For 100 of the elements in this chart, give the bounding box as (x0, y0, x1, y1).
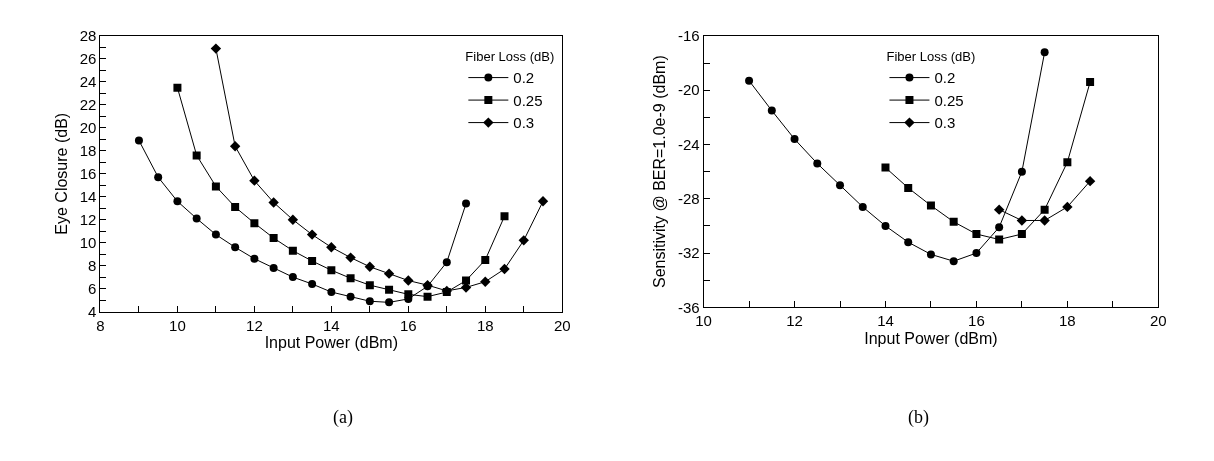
point (767, 106, 776, 115)
point (499, 263, 510, 275)
point (904, 183, 913, 192)
y-tick-label: 20 (79, 119, 97, 137)
point (210, 43, 222, 54)
point (385, 298, 394, 307)
point (480, 276, 491, 287)
point (1062, 201, 1073, 213)
legend-label: 0.3 (513, 114, 535, 132)
point (365, 297, 374, 306)
point (462, 199, 471, 208)
x-tick-label: 16 (968, 312, 985, 330)
point (269, 263, 278, 272)
x-tick-label: 10 (169, 316, 186, 334)
point (949, 217, 958, 226)
point (442, 258, 451, 267)
y-tick-label: 26 (79, 50, 97, 68)
x-tick-label: 18 (476, 316, 494, 334)
point (1016, 215, 1028, 226)
point (288, 246, 297, 255)
y-tick-label: 28 (79, 27, 97, 45)
legend-label: 0.2 (513, 69, 535, 87)
point (383, 268, 395, 279)
point (231, 203, 240, 212)
point (926, 250, 935, 259)
point (154, 173, 163, 182)
y-tick-label: 12 (79, 210, 97, 228)
point (1084, 175, 1096, 187)
point (926, 201, 935, 210)
y-tick-label: -28 (677, 190, 700, 208)
point (481, 255, 490, 264)
point (1017, 230, 1026, 239)
text: (b) (908, 407, 929, 428)
point (308, 280, 317, 288)
y-tick-label: 16 (79, 165, 97, 183)
legend-label: 0.25 (513, 91, 543, 109)
point (404, 290, 413, 299)
point (211, 182, 220, 191)
point (346, 274, 355, 283)
point (364, 261, 376, 272)
x-tick-label: 14 (323, 316, 340, 334)
x-tick-label: 14 (877, 312, 894, 330)
legend-title: Fiber Loss (dB) (465, 49, 555, 65)
point (881, 163, 890, 172)
point (813, 159, 822, 168)
point (1017, 167, 1026, 176)
point (904, 238, 913, 247)
point (345, 252, 356, 263)
legend-title: Fiber Loss (dB) (886, 49, 976, 65)
point (745, 76, 754, 85)
point (518, 235, 529, 246)
x-axis-title: Input Power (dBm) (264, 334, 399, 352)
y-tick-label: 22 (79, 96, 97, 114)
y-tick-label: 4 (88, 302, 97, 320)
point (250, 219, 259, 228)
y-tick-label: -24 (677, 135, 700, 153)
y-tick-label: -32 (677, 244, 700, 262)
point (306, 229, 318, 240)
point (972, 230, 981, 239)
point (972, 249, 981, 258)
point (134, 136, 143, 145)
y-tick-label: 6 (88, 279, 97, 297)
point (365, 281, 374, 290)
point (949, 257, 958, 266)
x-tick-label: 20 (553, 316, 571, 334)
text: (a) (333, 407, 353, 428)
point (288, 273, 297, 282)
x-tick-label: 12 (246, 316, 263, 334)
y-tick-label: 14 (79, 187, 97, 205)
point (403, 275, 414, 286)
y-tick-label: 18 (79, 142, 97, 160)
point (192, 214, 201, 223)
point (231, 243, 240, 252)
y-tick-label: 24 (79, 73, 97, 91)
y-axis-title: Sensitivity @ BER=1.0e-9 (dBm) (650, 55, 668, 289)
legend-label: 0.2 (934, 69, 956, 87)
y-tick-label: -20 (677, 81, 700, 99)
x-axis-title: Input Power (dBm) (864, 330, 998, 348)
point (385, 285, 394, 294)
point (287, 214, 299, 225)
point (346, 292, 355, 301)
x-tick-label: 12 (786, 312, 803, 330)
point (327, 266, 336, 275)
point (1040, 48, 1049, 57)
y-tick-label: -16 (677, 27, 700, 45)
point (500, 212, 509, 221)
point (308, 257, 317, 266)
point (537, 196, 549, 207)
point (249, 175, 260, 186)
point (995, 235, 1004, 244)
y-tick-label: 8 (88, 256, 97, 274)
y-tick-label: 10 (79, 233, 97, 251)
point (1040, 205, 1049, 214)
point (327, 288, 336, 297)
point (1086, 78, 1095, 87)
x-tick-label: 18 (1059, 312, 1076, 330)
point (173, 83, 182, 92)
point (269, 234, 278, 243)
legend-label: 0.3 (934, 114, 956, 132)
x-tick-label: 16 (399, 316, 417, 334)
